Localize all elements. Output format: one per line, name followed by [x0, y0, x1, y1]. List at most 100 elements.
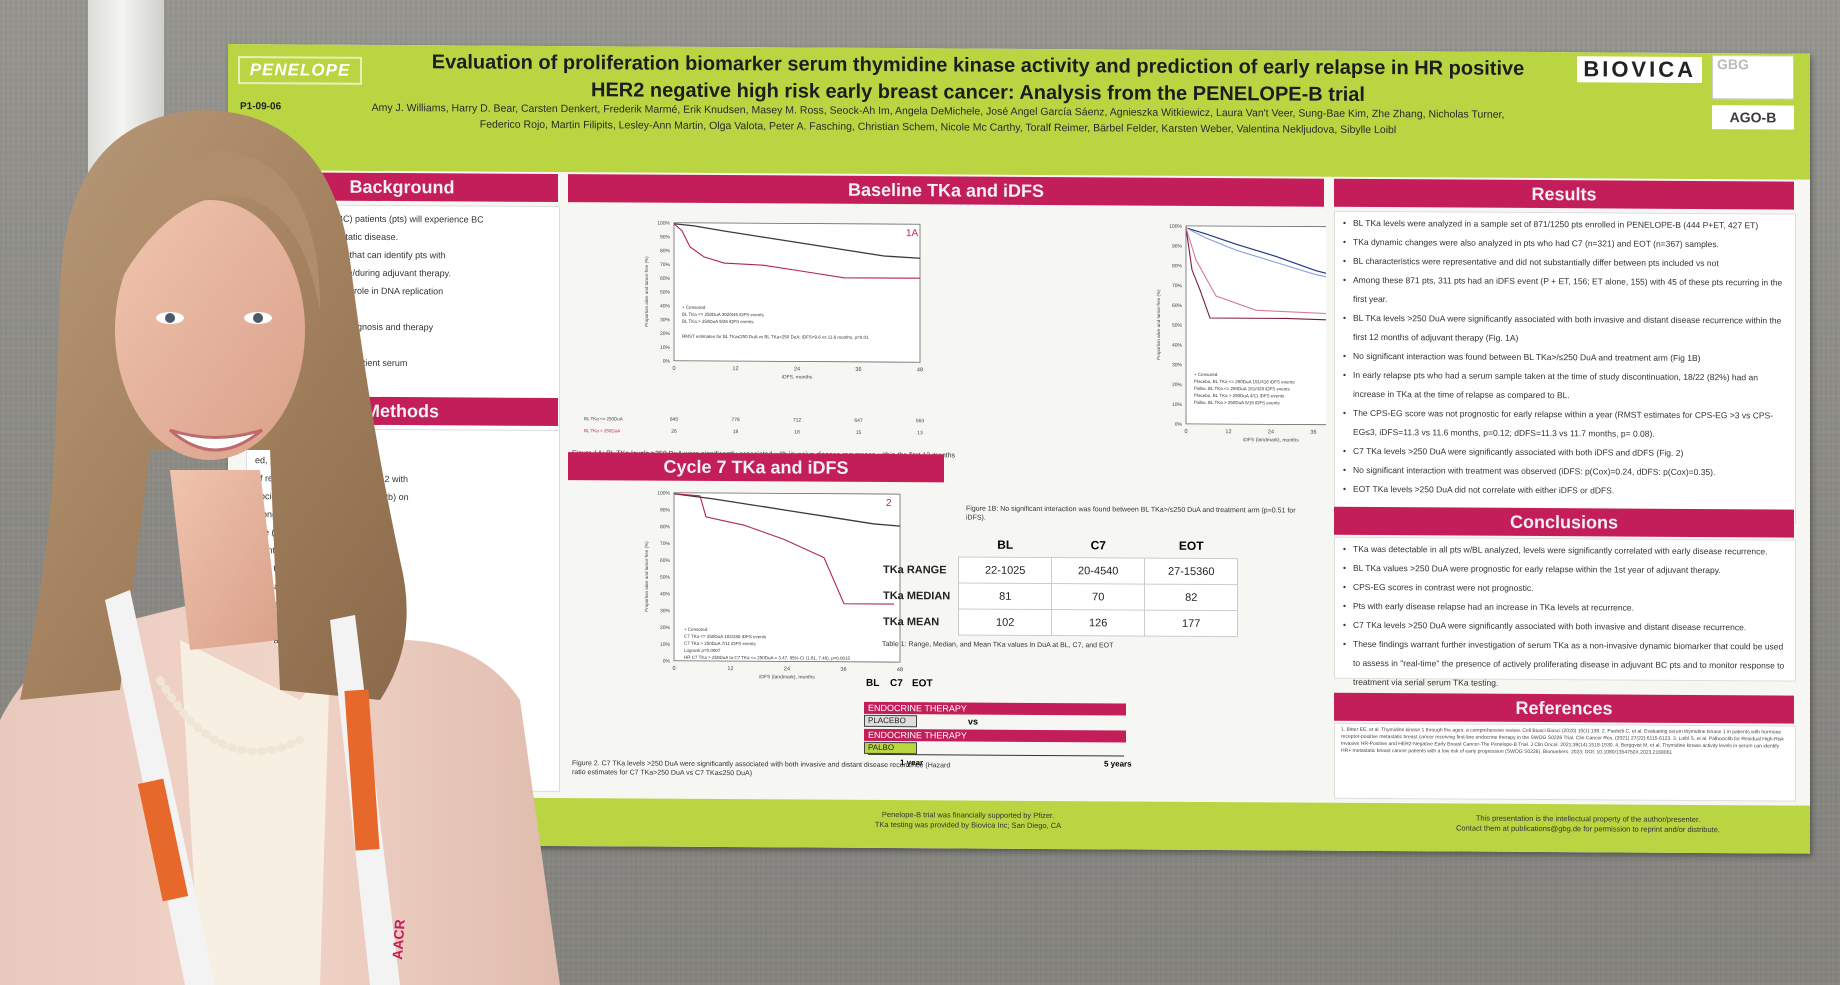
y-tick-label: 30%: [660, 608, 671, 614]
table-row: TKa MEAN 102 126 177: [882, 608, 1238, 637]
legend-entry: Palbo, BL TKa > 250DuA 5/15 iDFS events: [1194, 400, 1280, 406]
y-tick-label: 0%: [1175, 422, 1183, 428]
figure-label: 1A: [906, 228, 919, 239]
y-tick-label: 100%: [657, 491, 670, 497]
tka-values-table: BL C7 EOT TKa RANGE 22-1025 20-4540 27-15360 TK…: [882, 532, 1238, 637]
endocrine-therapy-bar-2: ENDOCRINE THERAPY: [864, 728, 1126, 743]
y-tick-label: 10%: [660, 345, 671, 351]
research-poster: PENELOPE Evaluation of proliferation bio…: [228, 44, 1810, 854]
risk-value: 845: [670, 417, 679, 423]
y-tick-label: 60%: [660, 276, 671, 282]
funding-note: Penelope-B trial was financially support…: [788, 809, 1148, 831]
risk-value: 18: [733, 429, 739, 435]
copyright-line-2: Contact them at publications@gbg.de for …: [1455, 823, 1720, 835]
copyright-note: This presentation is the intellectual pr…: [1378, 813, 1798, 836]
y-tick-label: 40%: [660, 303, 671, 309]
table-row: TKa MEDIAN 81 70 82: [882, 582, 1238, 611]
x-tick-label: 48: [917, 367, 923, 373]
y-tick-label: 50%: [660, 575, 671, 581]
x-tick-label: 36: [855, 367, 861, 373]
legend-entry: Placebo, BL TKa > 250DuA 4/11 iDFS event…: [1194, 393, 1285, 399]
x-tick-label: 36: [1310, 430, 1316, 436]
hair-fringe: [110, 150, 320, 310]
timeline-bl: BL: [866, 677, 880, 689]
risk-value: 15: [856, 430, 862, 436]
legend-entry: HR C7 TKa > 250DuA to C7 TKa <= 250DuA =…: [684, 655, 851, 661]
table-row-label: TKa RANGE: [883, 563, 947, 576]
risk-value: 13: [917, 430, 923, 436]
y-tick-label: 0%: [663, 659, 671, 665]
legend-entry: C7 TKa > 250DuA 7/11 iDFS events: [684, 641, 756, 646]
y-tick-label: 0%: [663, 359, 671, 365]
ago-b-logo: AGO-B: [1712, 105, 1794, 130]
table-column-header: C7: [1090, 538, 1106, 553]
survival-curve: [673, 493, 901, 527]
legend-entry: BL TKa > 250DuA 9/26 iDFS events: [682, 319, 754, 324]
survival-curve: [1185, 227, 1326, 282]
right-iris: [253, 313, 263, 323]
biovica-logo: BIOVICA: [1577, 56, 1702, 84]
conclusions-header: Conclusions: [1334, 506, 1794, 538]
y-tick-label: 20%: [1172, 382, 1183, 388]
table-column-header: EOT: [1178, 538, 1204, 553]
presenter-person: AACR: [0, 110, 560, 985]
legend-entry: + Censored: [1194, 372, 1218, 377]
table-1-caption: Table 1: Range, Median, and Mean TKa val…: [882, 640, 1114, 650]
table-cell: 177: [1144, 610, 1238, 637]
timeline-5-years: 5 years: [1104, 759, 1132, 769]
table-cell: 70: [1051, 583, 1145, 611]
timeline-c7: C7: [890, 678, 903, 690]
figure-1b-caption: Figure 1B: No significant interaction wa…: [966, 505, 1296, 522]
y-tick-label: 60%: [660, 558, 671, 564]
y-tick-label: 80%: [660, 248, 671, 254]
timeline-axis: [868, 753, 1124, 757]
pearl-necklace: [156, 676, 304, 756]
figure-1b: 100% 90% 80% 70% 60% 50% 40% 30% 20% 10% 0%0 12 24 36…: [1156, 224, 1326, 444]
conclusions-section: TKa was detectable in all pts w/BL analy…: [1334, 536, 1796, 688]
risk-value: 778: [731, 417, 740, 423]
y-tick-label: 60%: [1172, 303, 1183, 309]
risk-value: 18: [794, 429, 800, 435]
funding-line-2: TKa testing was provided by Biovica Inc;…: [874, 819, 1062, 831]
y-tick-label: 100%: [1169, 224, 1182, 230]
baseline-header: Baseline TKa and iDFS: [568, 174, 1324, 207]
risk-value: 563: [916, 418, 925, 424]
y-axis-label: Proportion alive and tumor-free (%): [644, 541, 649, 612]
table-corner: [882, 532, 959, 557]
y-tick-label: 90%: [660, 507, 671, 513]
x-tick-label: 24: [1268, 429, 1274, 435]
survival-curve: [673, 223, 921, 259]
y-tick-label: 30%: [1172, 362, 1183, 368]
risk-value: 26: [671, 429, 677, 435]
table-cell: 22-1025: [958, 556, 1052, 584]
y-tick-label: 70%: [660, 262, 671, 268]
legend-entry: Placebo, BL TKa <= 250DuA 151/416 iDFS e…: [1194, 379, 1295, 385]
y-tick-label: 20%: [660, 625, 671, 631]
y-tick-label: 80%: [1172, 263, 1183, 269]
y-tick-label: 30%: [660, 317, 671, 323]
table-row-label: TKa MEDIAN: [883, 589, 951, 602]
timeline-eot: EOT: [912, 678, 933, 690]
y-tick-label: 40%: [1172, 343, 1183, 349]
x-axis-label: iDFS (landmark), months: [759, 674, 815, 680]
references-text: 1. Bitter EE, et al. Thymidine kinase 1 …: [1341, 726, 1784, 756]
table-row-label: TKa MEAN: [883, 615, 940, 628]
conclusion-item: These findings warrant further investiga…: [1341, 635, 1789, 695]
survival-curve: [673, 493, 894, 605]
legend-entry: Palbo, BL TKa <= 250DuA 151/429 iDFS eve…: [1194, 386, 1291, 392]
results-header: Results: [1334, 178, 1794, 210]
cream-blouse: [180, 640, 330, 985]
survival-curve: [1185, 227, 1326, 284]
x-tick-label: 0: [1184, 429, 1187, 435]
y-tick-label: 70%: [660, 541, 671, 547]
y-tick-label: 10%: [1172, 402, 1183, 408]
results-section: BL TKa levels were analyzed in a sample …: [1334, 210, 1796, 524]
risk-value: 647: [854, 418, 863, 424]
legend-entry: BL TKa <= 250DuA 302/845 iDFS events: [682, 312, 765, 318]
legend-entry: + Censored: [684, 627, 708, 632]
plot-area: [673, 492, 901, 663]
y-axis-label: Proportion alive and tumor-free (%): [1156, 289, 1161, 360]
x-tick-label: 12: [732, 366, 738, 372]
survival-curve: [1185, 227, 1326, 316]
survival-curve: [673, 223, 920, 279]
